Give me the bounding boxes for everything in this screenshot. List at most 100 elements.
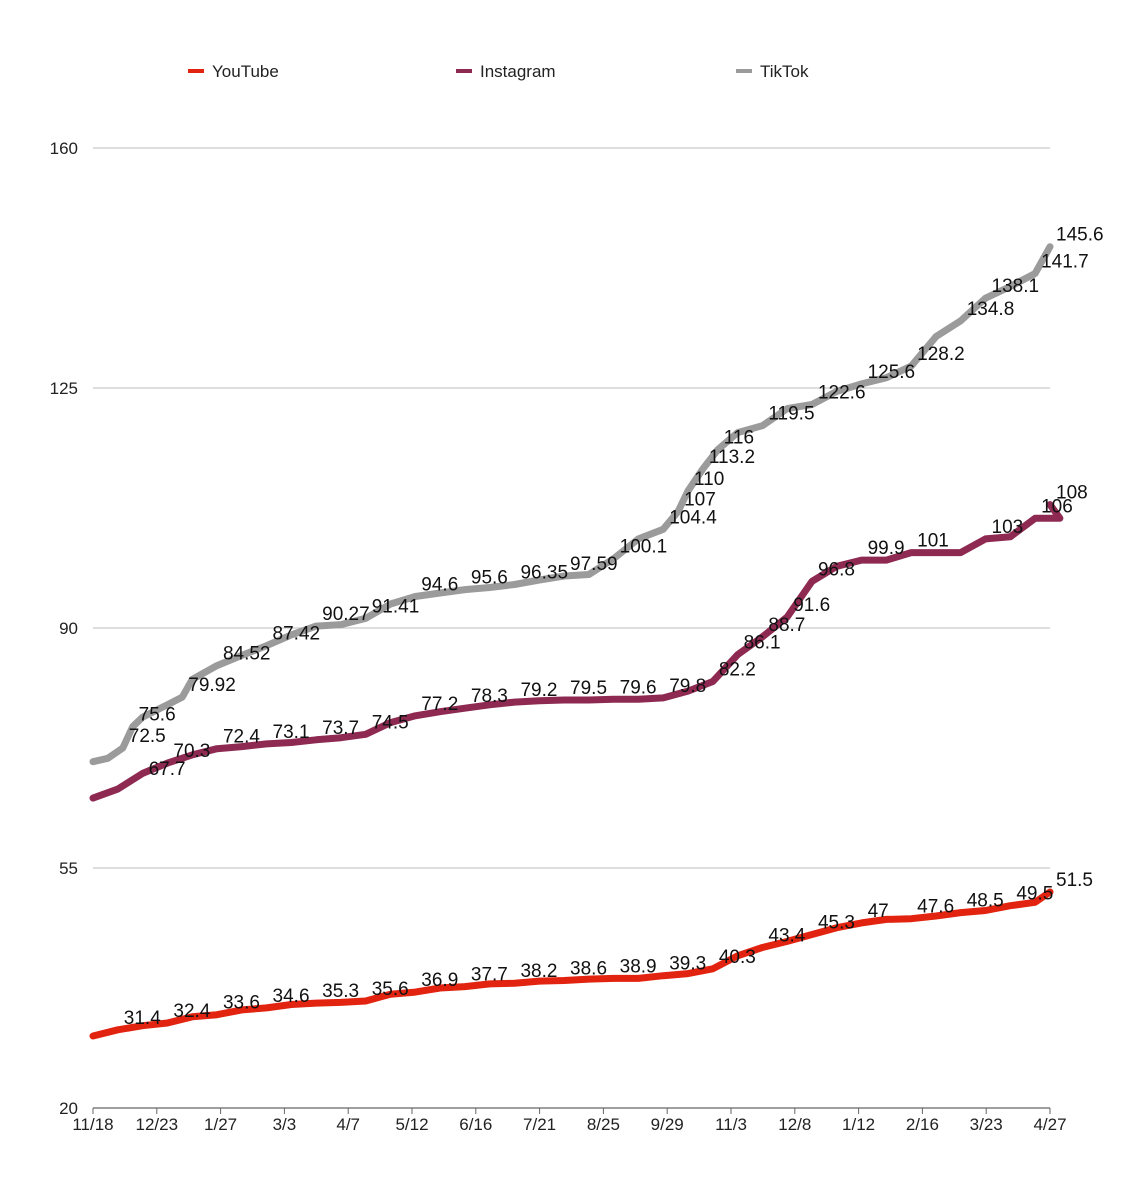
data-label: 72.4 [223,727,260,748]
data-label: 72.5 [129,726,166,747]
legend-label: YouTube [212,62,279,81]
data-label: 35.6 [372,979,409,1000]
data-label: 31.4 [124,1008,161,1029]
y-tick-label: 90 [59,619,78,638]
data-label: 40.3 [719,947,756,968]
data-label: 87.42 [273,624,321,645]
x-tick-label: 12/8 [778,1115,811,1134]
series-line-youtube [89,888,1054,1040]
data-label: 141.7 [1041,251,1089,272]
y-tick-label: 20 [59,1099,78,1118]
legend-label: TikTok [760,62,809,81]
data-label: 134.8 [967,299,1015,320]
data-label: 96.35 [520,562,568,583]
gridlines [93,147,1050,1109]
data-label: 78.3 [471,686,508,707]
data-label: 67.7 [149,759,186,780]
data-label: 51.5 [1056,870,1093,891]
data-label: 108 [1056,483,1088,504]
x-tick-label: 1/27 [204,1115,237,1134]
data-label: 91.6 [793,595,830,616]
data-label: 107 [684,489,716,510]
series-line-instagram [89,501,1064,802]
y-tick-label: 55 [59,859,78,878]
y-axis-ticks: 20 55 90 125 160 [50,139,78,1118]
data-label: 88.7 [768,615,805,636]
x-axis-ticks: 11/18 12/23 1/27 3/3 4/7 5/12 6/16 7/21 8/25 9/29… [72,1108,1067,1134]
data-label: 70.3 [173,741,210,762]
data-label: 38.9 [620,956,657,977]
data-label: 101 [917,531,949,552]
data-label: 128.2 [917,344,965,365]
x-tick-label: 6/16 [459,1115,492,1134]
y-tick-label: 160 [50,139,78,158]
data-label: 74.5 [372,712,409,733]
data-label: 79.5 [570,678,607,699]
series-line-tiktok [89,243,1054,766]
x-tick-label: 4/7 [336,1115,360,1134]
data-label: 47.6 [917,897,954,918]
data-label: 37.7 [471,965,508,986]
x-tick-label: 12/23 [136,1115,179,1134]
data-label: 79.2 [520,680,557,701]
data-label: 116 [724,428,754,449]
data-label: 103 [992,517,1024,538]
series-lines [89,243,1064,1040]
data-label: 33.6 [223,993,260,1014]
data-label: 113.2 [709,447,755,468]
data-label: 32.4 [173,1001,210,1022]
data-labels: 31.4 32.4 33.6 34.6 35.3 35.6 36.9 37.7 38.2 38.6… [124,225,1104,1029]
data-label: 84.52 [223,644,271,665]
data-label: 39.3 [669,954,706,975]
data-label: 75.6 [139,705,176,726]
data-label: 79.92 [188,675,236,696]
data-label: 145.6 [1056,225,1104,246]
data-label: 73.7 [322,718,359,739]
data-label: 95.6 [471,568,508,589]
x-tick-label: 8/25 [587,1115,620,1134]
data-label: 138.1 [992,276,1040,297]
data-label: 35.3 [322,981,359,1002]
data-label: 45.3 [818,913,855,934]
x-tick-label: 3/3 [273,1115,297,1134]
legend: YouTube Instagram TikTok [188,62,809,81]
data-label: 43.4 [768,926,805,947]
data-label: 49.5 [1016,884,1053,905]
x-tick-label: 11/3 [715,1115,747,1134]
x-tick-label: 9/29 [651,1115,684,1134]
data-label: 48.5 [967,891,1004,912]
x-tick-label: 4/27 [1033,1115,1066,1134]
data-label: 94.6 [421,574,458,595]
x-tick-label: 5/12 [395,1115,428,1134]
data-label: 79.6 [620,677,657,698]
data-label: 97.59 [570,554,618,575]
data-label: 122.6 [818,382,866,403]
data-label: 73.1 [273,722,310,743]
data-label: 110 [694,469,724,490]
x-tick-label: 11/18 [72,1115,113,1134]
data-label: 104.4 [669,507,717,528]
x-tick-label: 2/16 [906,1115,939,1134]
data-label: 91.41 [372,596,420,617]
data-label: 36.9 [421,970,458,991]
data-label: 38.6 [570,958,607,979]
data-label: 47 [868,901,889,922]
data-label: 100.1 [620,537,668,558]
legend-label: Instagram [480,62,556,81]
data-label: 106 [1041,496,1073,517]
x-tick-label: 3/23 [970,1115,1003,1134]
data-label: 77.2 [421,694,458,715]
x-tick-label: 7/21 [523,1115,556,1134]
data-label: 125.6 [868,362,916,383]
data-label: 90.27 [322,604,370,625]
data-label: 38.2 [520,961,557,982]
y-tick-label: 125 [50,379,78,398]
x-tick-label: 1/12 [842,1115,875,1134]
data-label: 86.1 [744,633,781,654]
data-label: 79.8 [669,676,706,697]
data-label: 99.9 [868,538,905,559]
data-label: 96.8 [818,559,855,580]
data-label: 82.2 [719,659,756,680]
data-label: 34.6 [273,986,310,1007]
